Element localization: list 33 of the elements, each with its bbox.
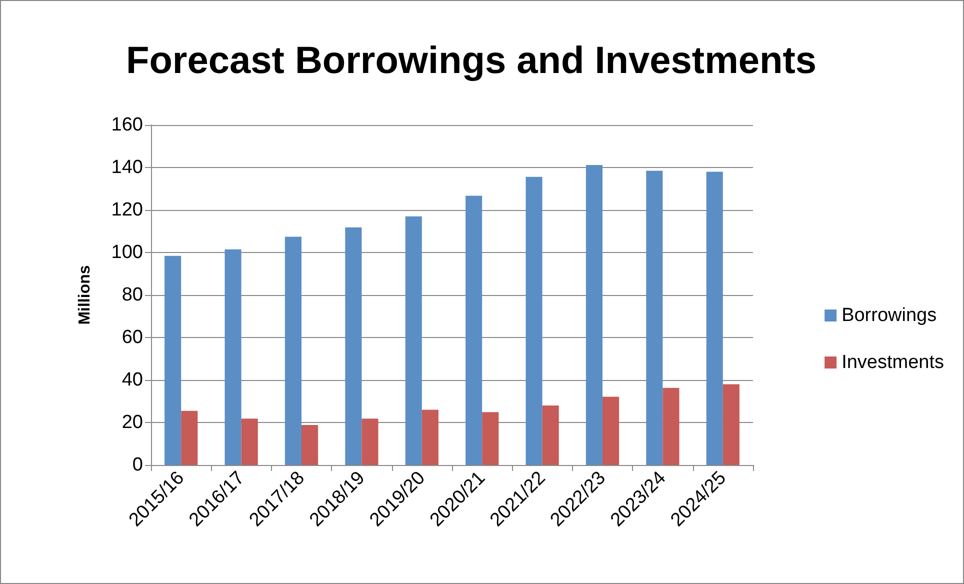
y-tick-label: 0 bbox=[132, 454, 143, 476]
bar bbox=[526, 176, 542, 465]
bar bbox=[662, 388, 680, 465]
bar bbox=[164, 256, 182, 465]
legend-label: Investments bbox=[842, 352, 944, 373]
bar bbox=[405, 216, 422, 465]
y-tick-label: 20 bbox=[122, 412, 143, 433]
bar bbox=[466, 196, 482, 465]
bar bbox=[646, 170, 663, 465]
bar bbox=[722, 384, 740, 465]
bar bbox=[542, 406, 559, 465]
legend-label: Borrowings bbox=[842, 305, 937, 326]
bar bbox=[362, 418, 378, 465]
bar bbox=[482, 412, 499, 465]
y-tick-label: 80 bbox=[122, 284, 143, 306]
y-tick-label: 140 bbox=[111, 157, 143, 178]
y-axis-title: Millions bbox=[76, 265, 94, 325]
bar bbox=[586, 164, 602, 465]
y-tick-label: 100 bbox=[111, 242, 143, 263]
chart-title: Forecast Borrowings and Investments bbox=[126, 40, 816, 82]
bar bbox=[345, 227, 362, 465]
y-tick-label: 160 bbox=[111, 114, 143, 136]
bar bbox=[706, 172, 723, 465]
bar bbox=[241, 418, 258, 465]
bar bbox=[284, 236, 302, 465]
bar bbox=[602, 396, 620, 465]
y-tick-label: 120 bbox=[111, 200, 143, 220]
bar bbox=[224, 249, 242, 465]
bar bbox=[422, 410, 438, 465]
bar bbox=[302, 425, 318, 465]
bar bbox=[181, 410, 198, 465]
y-tick-label: 60 bbox=[122, 327, 143, 348]
y-tick-label: 40 bbox=[122, 370, 143, 390]
